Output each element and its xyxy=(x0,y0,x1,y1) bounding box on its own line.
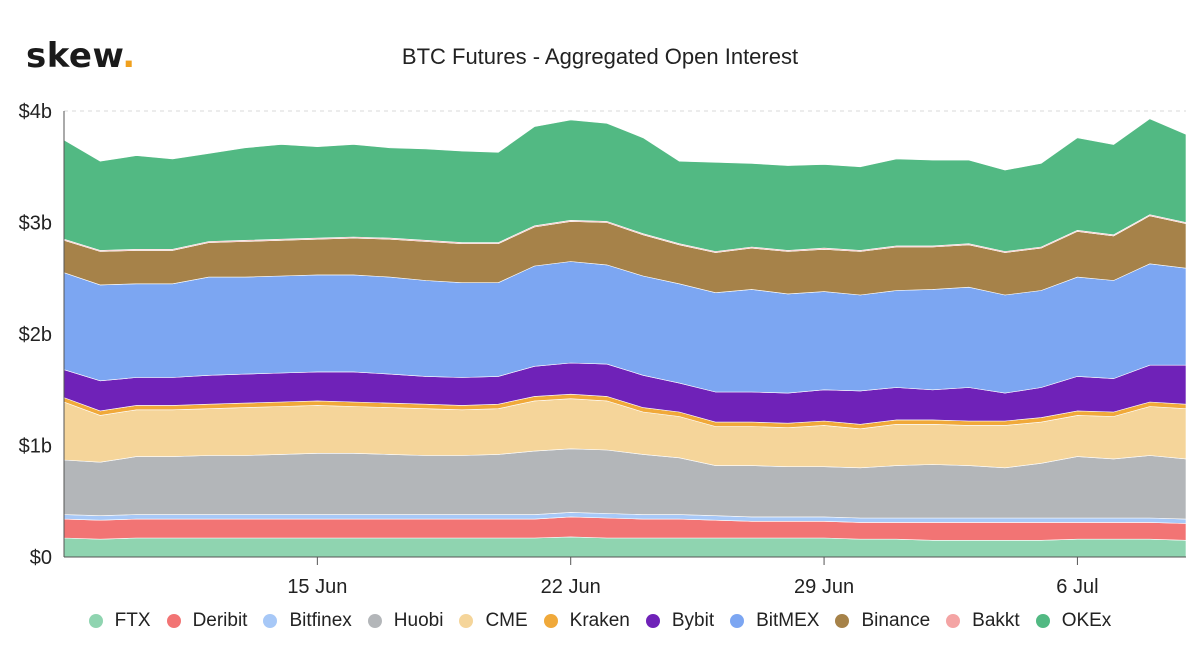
x-tick-label: 6 Jul xyxy=(1056,576,1098,598)
legend-label: FTX xyxy=(114,610,151,631)
legend-dot-icon xyxy=(166,614,181,628)
legend-item-cme[interactable]: CME xyxy=(459,610,528,632)
legend-label: Binance xyxy=(861,610,931,631)
legend-label: Bitfinex xyxy=(289,610,352,631)
legend-item-bitmex[interactable]: BitMEX xyxy=(730,610,819,632)
logo-dot: . xyxy=(122,36,136,76)
open-interest-chart: $0 $1b $2b $3b $4b 15 Jun 22 Jun 29 Jun 6 Jul xyxy=(19,101,1187,598)
legend-dot-icon xyxy=(835,614,850,628)
legend-label: BitMEX xyxy=(756,610,820,631)
legend-item-ftx[interactable]: FTX xyxy=(88,610,151,632)
legend-label: Kraken xyxy=(569,610,630,631)
area-okex xyxy=(63,118,1187,252)
axes: $0 $1b $2b $3b $4b 15 Jun 22 Jun 29 Jun 6 Jul xyxy=(19,101,1186,598)
legend-item-bakkt[interactable]: Bakkt xyxy=(946,610,1020,632)
legend-dot-icon xyxy=(88,614,103,628)
y-tick-label: $0 xyxy=(30,547,52,569)
legend-item-huobi[interactable]: Huobi xyxy=(367,610,444,632)
legend-dot-icon xyxy=(1035,614,1050,628)
legend-label: OKEx xyxy=(1061,610,1112,631)
logo-text: skew xyxy=(26,36,123,76)
legend-item-binance[interactable]: Binance xyxy=(835,610,930,632)
legend-dot-icon xyxy=(459,614,474,628)
stacked-areas xyxy=(63,118,1187,558)
legend-dot-icon xyxy=(367,614,382,628)
y-tick-label: $3b xyxy=(19,213,52,235)
legend-item-bybit[interactable]: Bybit xyxy=(645,610,715,632)
legend-item-bitfinex[interactable]: Bitfinex xyxy=(263,610,352,632)
legend-dot-icon xyxy=(543,614,558,628)
legend-item-deribit[interactable]: Deribit xyxy=(166,610,248,632)
legend-dot-icon xyxy=(730,614,745,628)
chart-title: BTC Futures - Aggregated Open Interest xyxy=(401,44,799,69)
legend-label: Bybit xyxy=(671,610,715,631)
legend-label: CME xyxy=(485,610,528,631)
legend-label: Huobi xyxy=(393,610,444,631)
x-tick-label: 22 Jun xyxy=(541,576,601,598)
legend-dot-icon xyxy=(946,614,961,628)
legend: FTX Deribit Bitfinex Huobi CME Kraken Bybit Bit… xyxy=(0,610,1200,632)
skew-logo: skew. xyxy=(26,36,136,76)
legend-label: Bakkt xyxy=(972,610,1020,631)
legend-label: Deribit xyxy=(192,610,248,631)
x-tick-label: 15 Jun xyxy=(287,576,347,598)
x-tick-label: 29 Jun xyxy=(794,576,854,598)
legend-item-kraken[interactable]: Kraken xyxy=(543,610,630,632)
y-tick-label: $2b xyxy=(19,324,52,346)
legend-dot-icon xyxy=(645,614,660,628)
y-tick-label: $4b xyxy=(19,101,52,123)
legend-item-okex[interactable]: OKEx xyxy=(1035,610,1112,632)
legend-dot-icon xyxy=(263,614,278,628)
y-tick-label: $1b xyxy=(19,436,52,458)
